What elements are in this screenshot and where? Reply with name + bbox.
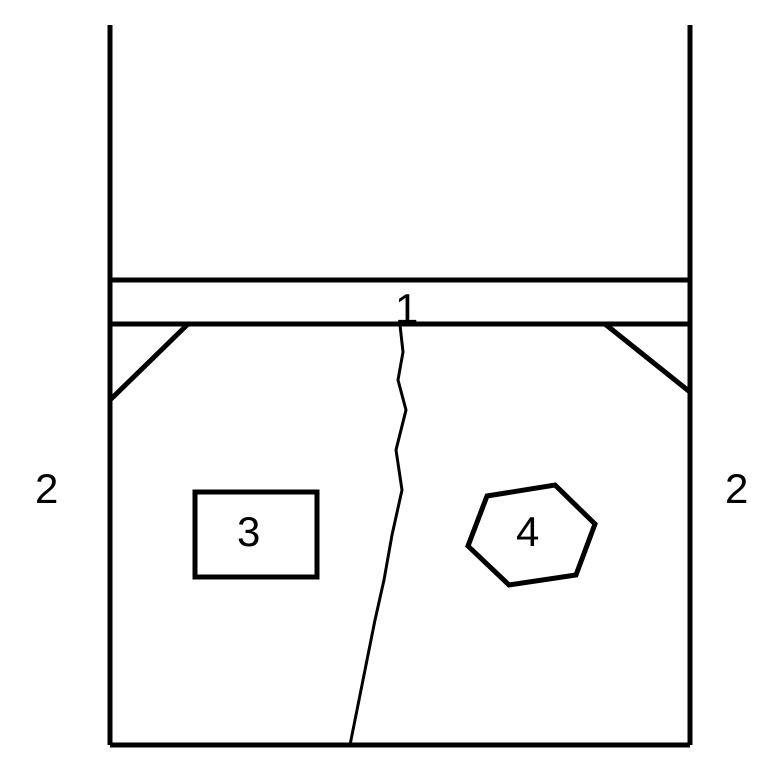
schematic-diagram: 1 2 2 3 4 xyxy=(0,0,784,784)
left-triangle-line xyxy=(110,324,188,400)
center-divider xyxy=(350,325,406,745)
label-3: 3 xyxy=(237,508,260,556)
right-triangle-line xyxy=(605,324,690,392)
diagram-svg xyxy=(0,0,784,784)
label-1: 1 xyxy=(395,285,418,333)
label-2-left: 2 xyxy=(35,465,58,513)
label-4: 4 xyxy=(516,508,539,556)
label-2-right: 2 xyxy=(725,465,748,513)
